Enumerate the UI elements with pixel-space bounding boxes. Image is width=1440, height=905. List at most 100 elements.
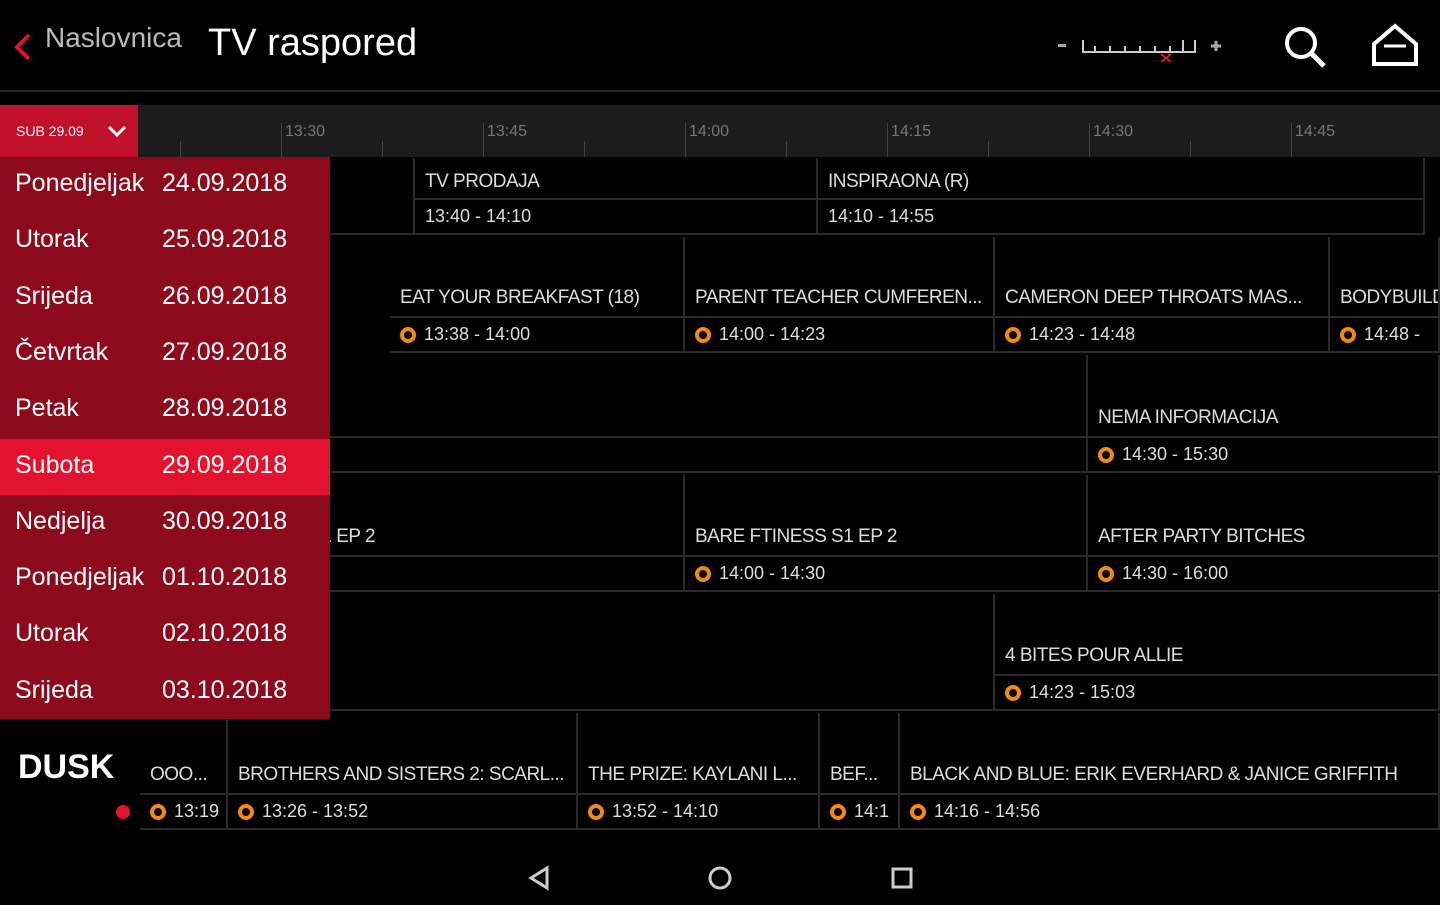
program-time-row: 14:00 - 14:30 xyxy=(695,563,825,584)
day-menu-item[interactable]: Subota 29.09.2018 xyxy=(0,438,330,495)
timeline-label: 13:30 xyxy=(285,123,326,140)
day-menu-item[interactable]: Ponedjeljak 01.10.2018 xyxy=(0,551,330,607)
record-icon xyxy=(695,326,711,343)
program-cell[interactable]: EAT YOUR BREAKFAST (18) 13:38 - 14:00 xyxy=(390,237,685,353)
channel-logo: DUSK xyxy=(18,748,115,786)
program-cell[interactable]: NEMA INFORMACIJA 14:30 - 15:30 xyxy=(1088,355,1440,473)
record-icon xyxy=(910,803,926,820)
program-title: EAT YOUR BREAKFAST (18) xyxy=(400,287,640,308)
day-date: 03.10.2018 xyxy=(162,675,288,704)
program-time-row: 14:30 - 15:30 xyxy=(1098,444,1228,465)
cell-divider xyxy=(228,793,576,795)
day-date: 01.10.2018 xyxy=(162,563,288,592)
timeline-tick xyxy=(1089,123,1090,157)
program-title: OOO... xyxy=(150,764,208,785)
program-title: BODYBUILD xyxy=(1340,287,1440,308)
top-bar: Naslovnica TV raspored xyxy=(0,0,1440,92)
timeline-tick xyxy=(483,123,484,157)
day-menu-item[interactable]: Utorak 02.10.2018 xyxy=(0,607,330,663)
day-date: 24.09.2018 xyxy=(162,169,288,197)
program-cell[interactable]: CAMERON DEEP THROATS MAS... 14:23 - 14:48 xyxy=(995,237,1330,353)
day-name: Srijeda xyxy=(15,675,93,704)
day-menu-item[interactable]: Petak 28.09.2018 xyxy=(0,382,330,438)
program-time: 14:00 - 14:30 xyxy=(719,563,826,583)
day-menu-item[interactable]: Utorak 25.09.2018 xyxy=(0,213,330,269)
cell-divider xyxy=(140,793,226,795)
program-time: 14:30 - 15:30 xyxy=(1122,444,1229,464)
cell-divider xyxy=(995,674,1438,676)
program-cell[interactable]: BROTHERS AND SISTERS 2: SCARL... 13:26 - … xyxy=(228,713,578,830)
program-cell[interactable]: BODYBUILD 14:48 - xyxy=(1330,237,1440,353)
program-cell[interactable]: OOO... 13:19 xyxy=(140,713,228,830)
date-selector-label: SUB 29.09 xyxy=(16,123,84,139)
timeline-tick xyxy=(887,123,888,157)
program-cell[interactable]: BLACK AND BLUE: ERIK EVERHARD & JANICE G… xyxy=(900,713,1440,830)
back-link[interactable]: Naslovnica xyxy=(45,22,182,53)
day-menu-item[interactable]: Nedjelja 30.09.2018 xyxy=(0,495,330,551)
program-cell[interactable]: BEF... 14:1 xyxy=(820,713,900,830)
program-time: 14:23 - 14:48 xyxy=(1029,324,1136,344)
program-cell[interactable]: PARENT TEACHER CUMFEREN... 14:00 - 14:23 xyxy=(685,237,995,353)
program-title: PARENT TEACHER CUMFEREN... xyxy=(695,287,982,308)
cell-divider xyxy=(578,793,818,795)
timeline-label: 14:45 xyxy=(1295,123,1336,140)
program-cell[interactable]: INSPIRAONA (R) 14:10 - 14:55 xyxy=(818,158,1425,235)
day-name: Ponedjeljak xyxy=(15,169,145,197)
record-icon xyxy=(1098,446,1114,463)
nav-back[interactable] xyxy=(528,865,549,891)
timeline-tick xyxy=(584,141,585,157)
nav-home[interactable] xyxy=(708,866,732,890)
cell-divider xyxy=(1330,316,1438,318)
day-menu-item[interactable]: Četvrtak 27.09.2018 xyxy=(0,326,330,382)
day-date: 27.09.2018 xyxy=(162,337,288,366)
program-cell[interactable]: 4 BITES POUR ALLIE 14:23 - 15:03 xyxy=(995,594,1440,711)
day-date: 28.09.2018 xyxy=(162,394,288,423)
timeline-label: 13:45 xyxy=(487,123,528,140)
program-time-row: 14:48 - xyxy=(1340,324,1420,345)
program-time-row: 14:23 - 14:48 xyxy=(1005,324,1135,345)
nav-bar xyxy=(0,852,1440,900)
day-date: 02.10.2018 xyxy=(162,619,288,648)
day-name: Utorak xyxy=(15,619,89,648)
timeline-tick xyxy=(382,141,383,157)
timeline-label: 14:30 xyxy=(1093,123,1134,140)
cell-divider xyxy=(818,198,1423,200)
program-time: 13:40 - 14:10 xyxy=(425,206,532,226)
day-name: Petak xyxy=(15,394,79,423)
cell-divider xyxy=(1088,436,1438,438)
search-icon[interactable] xyxy=(1282,24,1328,68)
day-menu-item[interactable]: Srijeda 26.09.2018 xyxy=(0,270,330,326)
record-icon xyxy=(150,803,166,820)
day-name: Utorak xyxy=(15,225,89,254)
program-title: AFTER PARTY BITCHES xyxy=(1098,526,1305,547)
program-time: 13:52 - 14:10 xyxy=(612,801,719,821)
day-name: Nedjelja xyxy=(15,506,106,535)
program-title: CAMERON DEEP THROATS MAS... xyxy=(1005,287,1302,308)
home-icon[interactable] xyxy=(1370,22,1420,68)
day-date: 29.09.2018 xyxy=(162,450,288,479)
program-cell[interactable]: AFTER PARTY BITCHES 14:30 - 16:00 xyxy=(1088,475,1440,592)
channel-strip[interactable] xyxy=(1055,30,1225,62)
nav-recent[interactable] xyxy=(891,867,913,889)
day-menu-item[interactable]: Srijeda 03.10.2018 xyxy=(0,664,330,720)
record-icon xyxy=(1005,326,1021,343)
program-time: 14:1 xyxy=(854,801,890,821)
program-time: 13:26 - 13:52 xyxy=(262,801,369,821)
program-title: BLACK AND BLUE: ERIK EVERHARD & JANICE G… xyxy=(910,764,1398,785)
day-name: Srijeda xyxy=(15,281,93,310)
program-cell[interactable]: TV PRODAJA 13:40 - 14:10 xyxy=(415,158,818,235)
back-icon[interactable] xyxy=(12,32,34,62)
day-menu-item[interactable]: Ponedjeljak 24.09.2018 xyxy=(0,157,330,213)
record-icon xyxy=(830,803,846,820)
program-time: 14:23 - 15:03 xyxy=(1029,682,1136,702)
program-cell[interactable]: BARE FTINESS S1 EP 2 14:00 - 14:30 xyxy=(685,475,1088,592)
date-selector[interactable]: SUB 29.09 xyxy=(0,105,138,157)
timeline-tick xyxy=(1291,123,1292,157)
record-icon xyxy=(695,565,711,582)
program-cell[interactable]: THE PRIZE: KAYLANI L... 13:52 - 14:10 xyxy=(578,713,820,830)
nav-icons xyxy=(528,865,913,891)
program-title: THE PRIZE: KAYLANI L... xyxy=(588,764,797,785)
cell-divider xyxy=(140,555,683,557)
day-menu: Ponedjeljak 24.09.2018 Utorak 25.09.2018 Sri… xyxy=(0,157,330,719)
program-time: 14:30 - 16:00 xyxy=(1122,563,1229,583)
